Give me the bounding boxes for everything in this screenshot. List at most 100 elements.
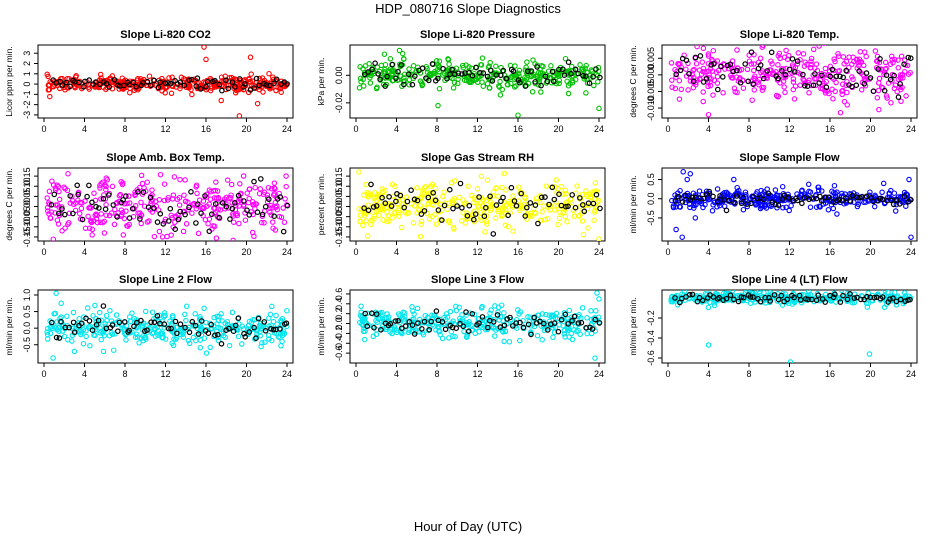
data-point: [707, 82, 714, 89]
data-point: [267, 311, 274, 318]
selected-point: [138, 317, 144, 324]
y-tick-label: 2: [22, 61, 32, 66]
selected-point: [699, 297, 706, 304]
data-point: [161, 181, 168, 187]
data-point: [464, 215, 471, 222]
data-point: [480, 83, 487, 89]
selected-point: [810, 82, 817, 89]
data-point: [683, 66, 689, 72]
selected-point: [86, 318, 93, 324]
data-point: [705, 304, 712, 311]
selected-point: [683, 57, 690, 64]
data-point: [838, 290, 845, 294]
x-tick-label: 12: [472, 369, 482, 379]
selected-point: [761, 196, 767, 203]
data-point: [709, 68, 716, 74]
data-point: [133, 85, 139, 92]
data-point: [697, 76, 703, 83]
data-point: [97, 182, 103, 189]
data-point: [875, 87, 882, 94]
selected-point: [500, 194, 506, 201]
data-point: [564, 218, 570, 225]
selected-point: [856, 194, 863, 201]
data-point: [515, 198, 522, 204]
data-point: [162, 312, 168, 319]
data-point: [215, 194, 222, 201]
data-point: [174, 196, 181, 203]
data-point: [451, 79, 458, 86]
y-tick-label: -0.6: [334, 345, 344, 361]
data-point: [405, 329, 412, 336]
data-point: [411, 203, 418, 209]
data-point: [677, 61, 683, 67]
data-point: [358, 79, 364, 85]
data-point: [694, 295, 701, 301]
x-tick-label: 24: [282, 369, 292, 379]
data-point: [883, 93, 890, 99]
x-tick-label: 24: [906, 247, 916, 257]
selected-point: [559, 66, 566, 73]
selected-point: [714, 86, 721, 93]
y-tick-label: -0.15: [22, 227, 32, 248]
data-point: [431, 312, 438, 319]
selected-point: [531, 314, 538, 321]
selected-point: [161, 321, 168, 327]
selected-point: [580, 73, 586, 79]
data-point: [850, 76, 856, 83]
data-point: [249, 78, 256, 84]
data-point: [57, 315, 63, 322]
data-point: [574, 183, 580, 189]
selected-point: [764, 68, 771, 74]
data-point: [195, 230, 202, 237]
selected-point: [375, 71, 382, 77]
selected-point: [857, 296, 864, 303]
outlier-point: [592, 355, 598, 361]
selected-point: [832, 291, 838, 298]
data-point: [881, 71, 887, 78]
selected-point: [368, 310, 375, 317]
data-point: [365, 193, 372, 200]
panel-8: Slope Line 3 Flow ml/min per min. 0 4 8 12 16 2…: [316, 274, 606, 379]
data-point: [111, 221, 118, 228]
selected-point: [583, 73, 589, 80]
data-point: [180, 228, 187, 235]
selected-point: [58, 318, 64, 325]
data-point: [446, 218, 452, 224]
data-point: [445, 57, 452, 63]
selected-point: [96, 205, 102, 211]
selected-point: [71, 329, 78, 336]
x-tick-label: 4: [82, 124, 87, 134]
selected-point: [677, 67, 684, 74]
data-point: [533, 199, 539, 205]
data-point: [583, 188, 589, 194]
data-point: [132, 334, 139, 340]
data-point: [782, 89, 788, 96]
selected-point: [83, 315, 89, 322]
data-point: [268, 212, 275, 218]
data-point: [537, 199, 543, 206]
selected-point: [775, 296, 782, 303]
data-point: [497, 78, 503, 85]
data-point: [382, 187, 388, 194]
data-point: [183, 303, 190, 310]
selected-point: [227, 216, 233, 222]
selected-point: [277, 194, 284, 200]
data-point: [96, 309, 103, 316]
x-tick-label: 20: [241, 247, 251, 257]
data-point: [487, 59, 493, 66]
data-point: [734, 65, 741, 71]
selected-point: [509, 323, 516, 329]
data-point: [273, 312, 279, 319]
selected-point: [507, 314, 513, 321]
selected-point: [167, 80, 174, 87]
data-point: [52, 185, 59, 191]
data-point: [435, 321, 441, 327]
selected-point: [382, 83, 389, 89]
data-point: [783, 204, 789, 211]
data-point: [271, 180, 278, 186]
selected-point: [538, 82, 544, 89]
data-point: [567, 80, 573, 87]
selected-point: [875, 66, 882, 72]
x-tick-label: 24: [906, 124, 916, 134]
data-point: [389, 181, 396, 188]
